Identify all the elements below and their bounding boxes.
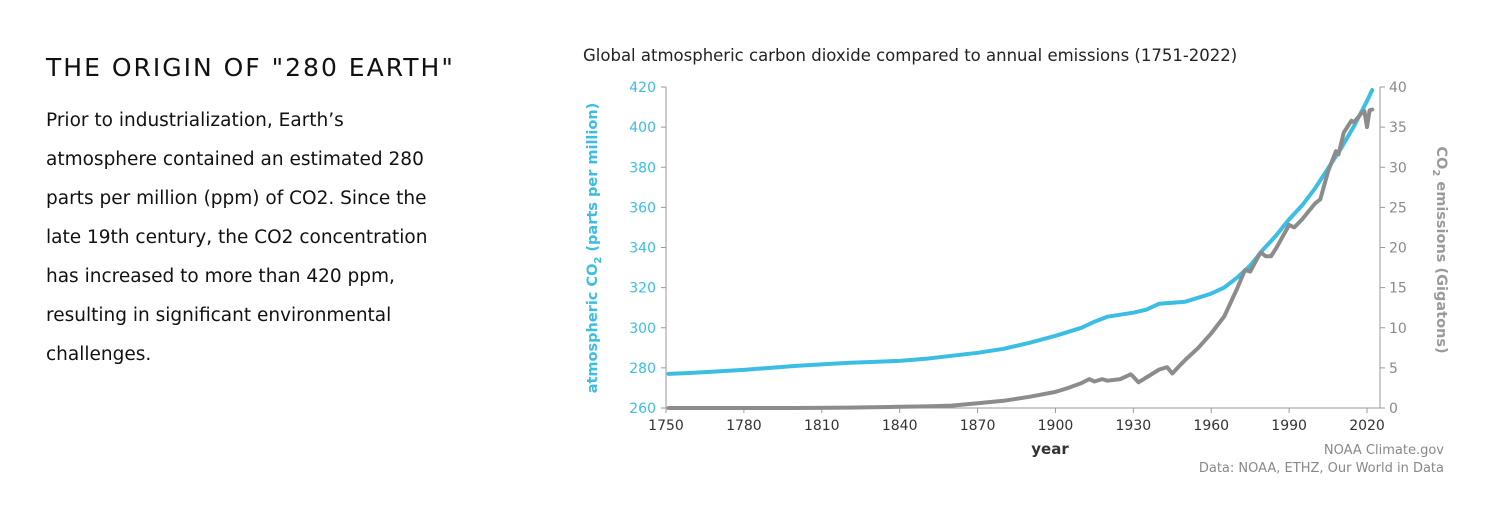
x-axis-label: year	[1031, 440, 1069, 458]
x-tick-label: 1840	[882, 418, 918, 434]
y-tick-label: 300	[629, 321, 656, 337]
x-tick-label: 2020	[1349, 418, 1385, 434]
axes: 1750 1780 1810 1840 1870 1900 1930 1960 1990 2020…	[629, 80, 1407, 434]
y2-tick-label: 10	[1389, 321, 1407, 337]
y-tick-label: 340	[629, 241, 656, 257]
y-tick-label: 260	[629, 401, 656, 417]
x-tick-label: 1810	[804, 418, 840, 434]
x-tick-label: 1990	[1271, 418, 1307, 434]
x-tick-label: 1960	[1193, 418, 1229, 434]
x-tick-label: 1900	[1038, 418, 1074, 434]
x-tick-label: 1930	[1116, 418, 1152, 434]
y2-tick-label: 5	[1389, 361, 1398, 377]
credit-text: NOAA Climate.gov	[1324, 443, 1444, 458]
x-tick-label: 1780	[726, 418, 762, 434]
y2-tick-label: 25	[1389, 200, 1407, 216]
y2-tick-label: 20	[1389, 241, 1407, 257]
y2-tick-label: 35	[1389, 120, 1407, 136]
y2-axis-label: CO2 emissions (Gigatons)	[1430, 146, 1449, 353]
y2-tick-label: 0	[1389, 401, 1398, 417]
plot-lines	[666, 88, 1375, 410]
co2-series-line	[666, 88, 1375, 376]
y2-tick-label: 40	[1389, 80, 1407, 96]
chart-svg: 1750 1780 1810 1840 1870 1900 1930 1960 1990 2020…	[585, 80, 1449, 476]
x-tick-label: 1750	[648, 418, 684, 434]
x-tick-label: 1870	[960, 418, 996, 434]
intro-paragraph: Prior to industrialization, Earth’s atmo…	[46, 110, 428, 365]
y2-tick-label: 15	[1389, 281, 1407, 297]
y-axis-label: atmospheric CO2 (parts per million)	[585, 103, 604, 394]
page-title: THE ORIGIN OF "280 EARTH"	[46, 53, 455, 82]
y-tick-label: 320	[629, 281, 656, 297]
chart-title: Global atmospheric carbon dioxide compar…	[583, 46, 1238, 65]
source-text: Data: NOAA, ETHZ, Our World in Data	[1199, 461, 1444, 476]
y-tick-label: 420	[629, 80, 656, 96]
intro-panel: THE ORIGIN OF "280 EARTH" Prior to indus…	[46, 46, 456, 374]
y-tick-label: 380	[629, 160, 656, 176]
y-tick-label: 280	[629, 361, 656, 377]
y2-tick-label: 30	[1389, 160, 1407, 176]
co2-chart: Global atmospheric carbon dioxide compar…	[570, 40, 1470, 480]
emissions-series-line	[666, 107, 1375, 410]
y-tick-label: 360	[629, 200, 656, 216]
y-tick-label: 400	[629, 120, 656, 136]
